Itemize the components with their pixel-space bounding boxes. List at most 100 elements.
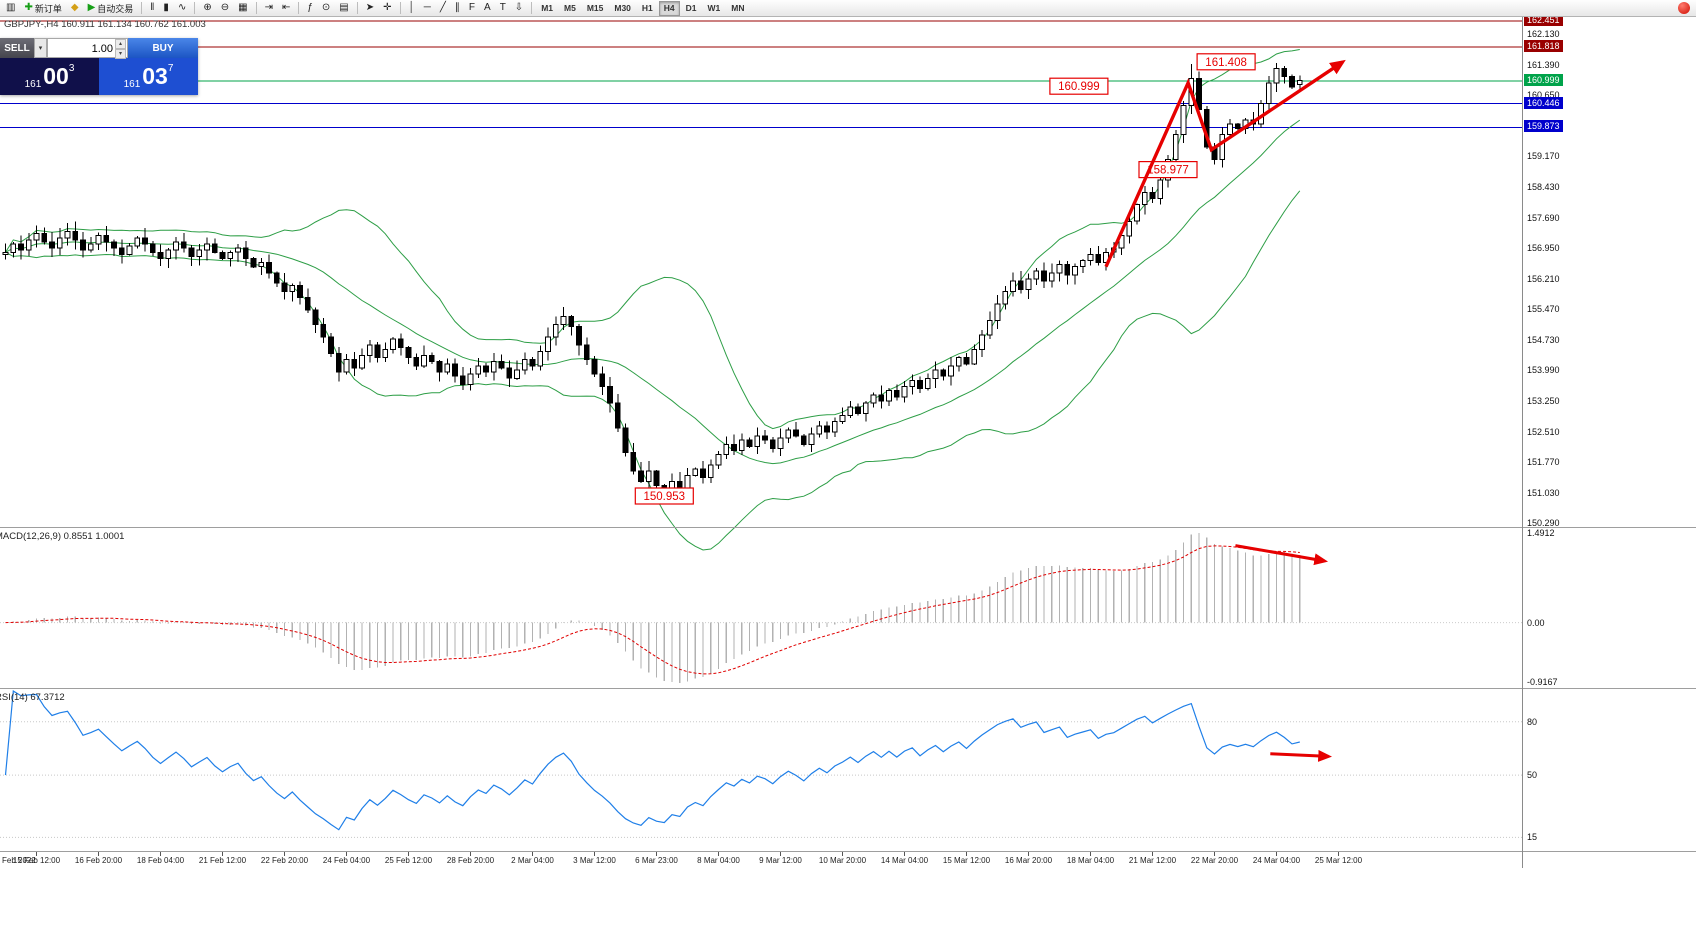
price-axis-label: 156.210 <box>1527 274 1560 284</box>
vertical-line-icon[interactable]: │ <box>405 1 419 16</box>
arrows-tool-icon: ⇩ <box>514 2 524 13</box>
price-annotation-box[interactable]: 158.977 <box>1138 161 1198 179</box>
sell-price-sup: 3 <box>68 63 75 74</box>
rsi-axis-level: 80 <box>1527 717 1538 727</box>
line-chart-icon: ∿ <box>177 2 187 13</box>
volume-dropdown-arrow[interactable]: ▾ <box>34 38 47 58</box>
toolbar-separator <box>255 2 257 14</box>
metaeditor-icon[interactable]: ◆ <box>67 1 83 16</box>
toolbar-separator <box>298 2 300 14</box>
trendline-icon[interactable]: ╱ <box>436 1 450 16</box>
new-order-button-label: 新订单 <box>34 3 62 14</box>
sell-price-big: 00 <box>43 63 69 89</box>
chart-window-icon[interactable]: ▥ <box>2 1 19 16</box>
chart-shift-icon[interactable]: ⇤ <box>278 1 294 16</box>
label-icon[interactable]: T <box>496 1 510 16</box>
tf-d1-button[interactable]: D1 <box>681 1 702 16</box>
macd-signal-line <box>5 545 1300 675</box>
tf-h4-button-label: H4 <box>663 3 675 13</box>
crosshair-icon[interactable]: ✛ <box>379 1 395 16</box>
periods-icon: ⊙ <box>321 2 331 13</box>
tf-w1-button[interactable]: W1 <box>703 1 726 16</box>
time-axis-month-label: Feb 2022 <box>2 856 36 865</box>
time-axis-label: 16 Feb 20:00 <box>74 856 123 865</box>
one-click-trading-widget: SELL ▾ ▴ ▾ BUY 161 00 3 161 03 7 <box>0 38 198 95</box>
price-annotation-box[interactable]: 161.408 <box>1196 53 1256 71</box>
vertical-line-icon: │ <box>408 2 415 13</box>
fibonacci-icon[interactable]: F <box>465 1 479 16</box>
rsi-indicator-label: RSI(14) 67.3712 <box>0 692 65 703</box>
templates-icon: ▤ <box>339 2 349 13</box>
time-axis-label: 22 Feb 20:00 <box>260 856 309 865</box>
autotrading-button[interactable]: ▶ 自动交易 <box>84 1 138 16</box>
tile-windows-icon[interactable]: ▦ <box>234 1 251 16</box>
time-axis-label: 15 Mar 12:00 <box>942 856 991 865</box>
arrows-tool-icon[interactable]: ⇩ <box>511 1 527 16</box>
price-tag: 160.446 <box>1524 97 1563 109</box>
time-axis-label: 16 Mar 20:00 <box>1004 856 1053 865</box>
tf-h4-button[interactable]: H4 <box>658 0 680 16</box>
time-axis-label: 10 Mar 20:00 <box>818 856 867 865</box>
tile-windows-icon: ▦ <box>238 2 248 13</box>
time-axis-label: 3 Mar 12:00 <box>573 856 616 865</box>
autotrading-button-label: 自动交易 <box>97 3 134 14</box>
zoom-out-icon[interactable]: ⊖ <box>217 1 233 16</box>
label-icon: T <box>499 2 506 13</box>
time-axis-label: 25 Mar 12:00 <box>1314 856 1363 865</box>
panel-separator[interactable] <box>0 851 1696 852</box>
buy-button[interactable]: BUY <box>128 38 198 58</box>
panel-separator[interactable] <box>0 688 1696 689</box>
notification-icon[interactable] <box>1678 2 1690 14</box>
tf-m15-button[interactable]: M15 <box>582 1 609 16</box>
chart-svg[interactable]: 160.999 161.408 158.977 150.953 <box>0 17 1522 868</box>
volume-spinner[interactable]: ▴ ▾ <box>115 39 126 59</box>
spinner-down-icon[interactable]: ▾ <box>115 49 126 59</box>
auto-scroll-icon[interactable]: ⇥ <box>261 1 277 16</box>
indicators-icon[interactable]: ƒ <box>303 1 317 16</box>
horizontal-line-icon[interactable]: ─ <box>420 1 435 16</box>
cursor-icon[interactable]: ➤ <box>362 1 378 16</box>
panel-separator[interactable] <box>0 527 1696 528</box>
equidistant-channel-icon[interactable]: ∥ <box>451 1 464 16</box>
price-annotation-box[interactable]: 160.999 <box>1049 77 1109 95</box>
price-axis-label: 156.950 <box>1527 243 1560 253</box>
candlestick-chart-icon[interactable]: ▮ <box>159 1 173 16</box>
sell-price-display[interactable]: 161 00 3 <box>0 58 99 95</box>
tf-m5-button[interactable]: M5 <box>559 1 581 16</box>
time-axis: Feb 2022 15 Feb 12:00 16 Feb 20:00 18 Feb … <box>0 852 1696 868</box>
svg-text:158.977: 158.977 <box>1147 165 1189 177</box>
tf-mn-button[interactable]: MN <box>726 1 749 16</box>
periods-icon[interactable]: ⊙ <box>318 1 334 16</box>
buy-price-display[interactable]: 161 03 7 <box>99 58 198 95</box>
new-order-button[interactable]: ✚ 新订单 <box>20 1 65 16</box>
bar-chart-icon[interactable]: ‖ <box>146 1 158 16</box>
tf-h1-button[interactable]: H1 <box>637 1 658 16</box>
price-axis-label: 155.470 <box>1527 304 1560 314</box>
price-annotation-box[interactable]: 150.953 <box>634 487 694 505</box>
candlestick-chart-icon: ▮ <box>163 2 169 13</box>
volume-input[interactable] <box>48 40 127 58</box>
time-axis-label: 6 Mar 23:00 <box>635 856 678 865</box>
line-chart-icon[interactable]: ∿ <box>174 1 190 16</box>
crosshair-icon: ✛ <box>383 2 392 13</box>
templates-icon[interactable]: ▤ <box>335 1 352 16</box>
price-axis-label: 162.130 <box>1527 29 1560 39</box>
text-icon[interactable]: A <box>480 1 495 16</box>
rsi-axis-level: 15 <box>1527 832 1538 842</box>
price-axis-label: 157.690 <box>1527 213 1560 223</box>
zoom-in-icon[interactable]: ⊕ <box>199 1 215 16</box>
support-resistance-lines[interactable] <box>0 20 1522 128</box>
spinner-up-icon[interactable]: ▴ <box>115 39 126 49</box>
time-axis-label: 15 Feb 12:00 <box>12 856 61 865</box>
rsi-line <box>4 689 1300 831</box>
tf-m30-button[interactable]: M30 <box>609 1 636 16</box>
time-axis-label: 9 Mar 12:00 <box>759 856 802 865</box>
sell-button[interactable]: SELL <box>0 38 34 58</box>
bar-chart-icon: ‖ <box>150 2 155 13</box>
trend-arrows[interactable] <box>1104 59 1346 762</box>
main-chart-canvas[interactable]: 160.999 161.408 158.977 150.953 <box>0 17 1522 868</box>
price-axis-label: 158.430 <box>1527 182 1560 192</box>
tf-m1-button[interactable]: M1 <box>536 1 558 16</box>
buy-price-big: 03 <box>142 63 168 89</box>
